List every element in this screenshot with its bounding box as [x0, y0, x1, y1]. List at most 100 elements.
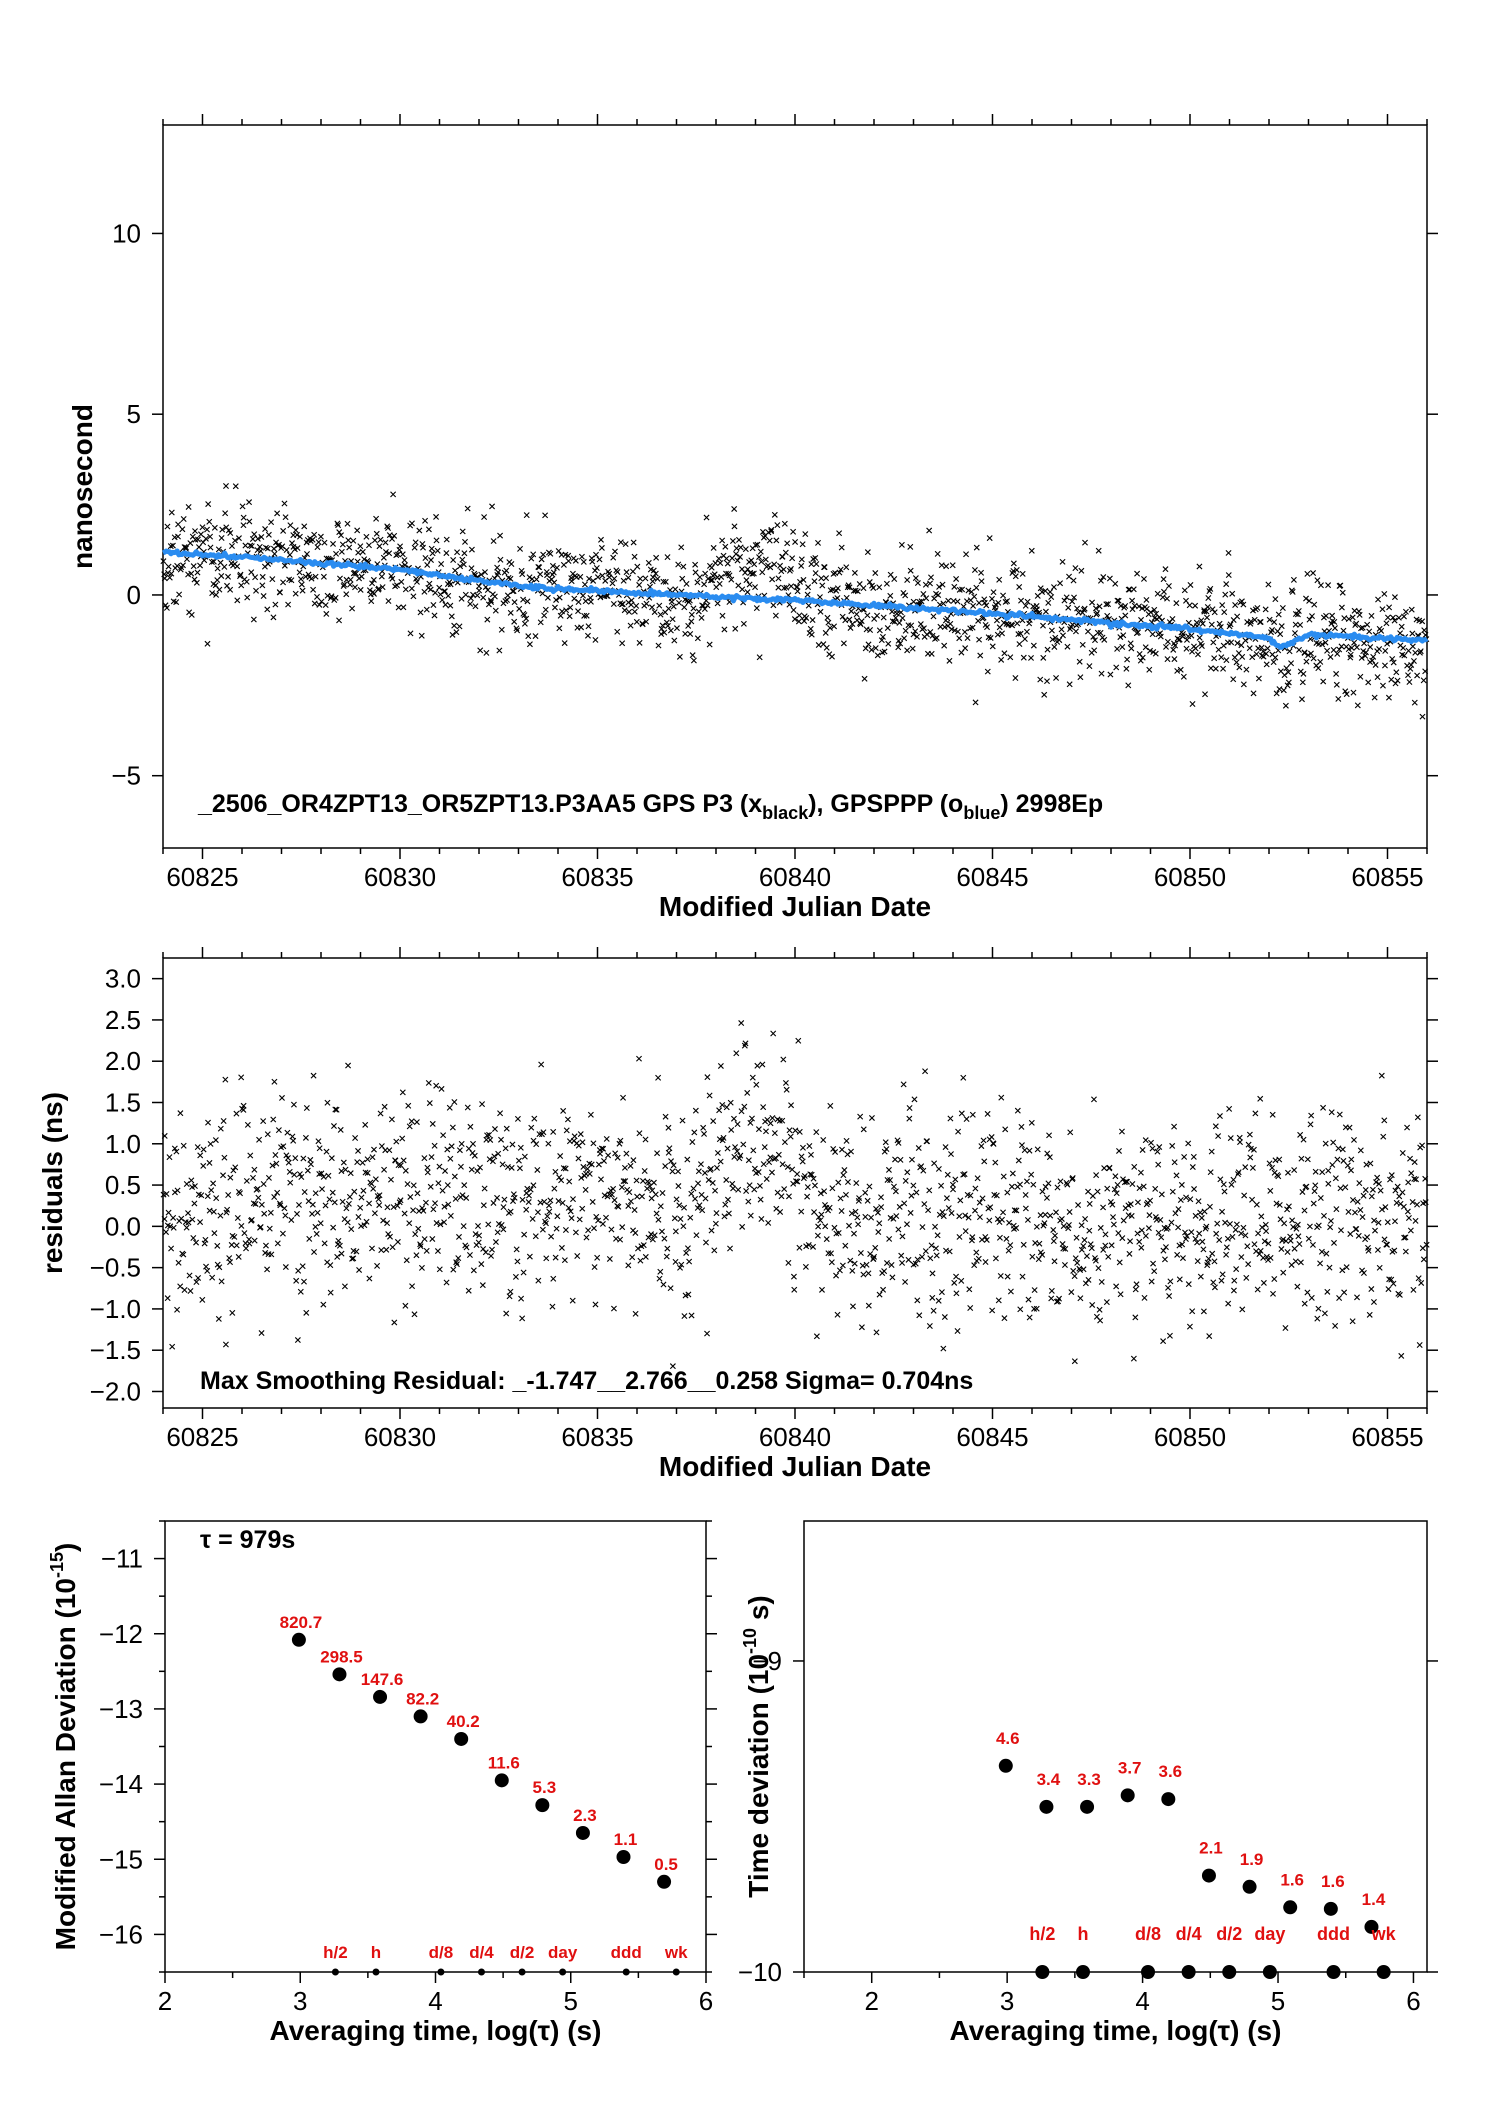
- data-point-x: [407, 630, 414, 637]
- data-point-x: [945, 597, 952, 604]
- data-point-x: [781, 1139, 788, 1146]
- data-point-x: [477, 1164, 483, 1171]
- data-point-x: [954, 628, 961, 635]
- data-point-x: [418, 632, 425, 639]
- data-point-x: [815, 642, 822, 649]
- data-point-x: [1155, 1229, 1162, 1236]
- data-point-x: [1317, 1194, 1324, 1201]
- data-point-x: [593, 1213, 600, 1220]
- data-point-x: [175, 1259, 182, 1266]
- data-point-x: [664, 1245, 671, 1252]
- data-point-x: [553, 596, 560, 603]
- data-point-x: [1366, 1311, 1373, 1318]
- data-point-x: [1350, 689, 1357, 696]
- data-point-x: [1096, 1306, 1103, 1313]
- data-point-x: [199, 524, 206, 531]
- data-point-x: [1192, 602, 1199, 609]
- data-point-x: [481, 1185, 488, 1192]
- data-point-x: [1138, 616, 1145, 623]
- data-point-x: [1040, 654, 1047, 661]
- data-point-x: [960, 1171, 967, 1178]
- data-point-x: [1242, 637, 1249, 644]
- data-point-x: [1328, 1109, 1335, 1116]
- data-point-x: [1050, 584, 1057, 591]
- data-point-x: [835, 1229, 842, 1236]
- data-point-x: [805, 1242, 812, 1248]
- data-point-x: [503, 1125, 510, 1132]
- data-point-x: [1271, 1276, 1278, 1282]
- data-point-x: [773, 537, 780, 544]
- data-point-x: [823, 644, 830, 651]
- data-point-x: [657, 1203, 664, 1210]
- data-point-x: [813, 560, 820, 567]
- data-point-x: [743, 577, 750, 584]
- interval-label: day: [548, 1943, 578, 1962]
- data-point-x: [908, 1192, 915, 1199]
- data-point-x: [810, 1175, 817, 1182]
- data-point-x: [252, 1200, 259, 1207]
- annotation-part: ) 2998Ep: [1000, 790, 1103, 818]
- data-point-x: [888, 1262, 895, 1269]
- data-point-x: [983, 602, 990, 609]
- data-point-x: [177, 1110, 184, 1117]
- data-point-x: [345, 1062, 352, 1069]
- data-point-x: [795, 618, 802, 625]
- data-point-x: [1211, 1284, 1218, 1291]
- data-point-x: [650, 574, 657, 581]
- data-point-x: [513, 625, 520, 632]
- data-point-x: [334, 520, 341, 527]
- data-point-x: [1240, 601, 1247, 608]
- data-point-x: [766, 1159, 773, 1166]
- data-point-x: [1039, 589, 1046, 595]
- data-point-x: [1089, 1192, 1096, 1199]
- data-point-x: [685, 1291, 692, 1298]
- data-point-x: [946, 1248, 953, 1255]
- y-tick-label: 10: [112, 218, 141, 248]
- data-point-x: [1417, 648, 1424, 655]
- data-point-x: [288, 1217, 295, 1224]
- data-point-x: [532, 1233, 539, 1240]
- data-point-x: [294, 531, 301, 538]
- data-point-x: [1309, 613, 1315, 620]
- data-point-x: [1223, 1244, 1230, 1251]
- data-point-x: [1284, 1169, 1291, 1176]
- data-point-x: [1291, 1167, 1298, 1174]
- data-point-x: [183, 1181, 190, 1188]
- data-point-x: [250, 1200, 257, 1207]
- data-point-x: [1247, 1154, 1254, 1161]
- data-point-x: [741, 1103, 748, 1110]
- data-point-x: [545, 1140, 552, 1147]
- data-point-x: [1234, 613, 1241, 620]
- data-point-x: [767, 564, 774, 571]
- data-point-x: [708, 1227, 715, 1234]
- data-point-x: [204, 526, 211, 533]
- data-point-x: [1357, 1147, 1364, 1154]
- data-point-x: [659, 622, 666, 629]
- data-point-x: [1187, 581, 1194, 588]
- data-point-x: [886, 1235, 893, 1242]
- data-point-x: [1219, 602, 1226, 609]
- data-point-x: [1130, 1355, 1137, 1362]
- data-point-x: [190, 1235, 197, 1242]
- data-point-x: [1279, 605, 1286, 611]
- data-point-x: [1334, 650, 1341, 657]
- data-point-x: [433, 513, 440, 520]
- data-point-x: [646, 1179, 653, 1186]
- data-point-x: [1018, 597, 1025, 604]
- data-point-x: [220, 1118, 227, 1124]
- data-point-x: [205, 501, 212, 508]
- data-point-x: [772, 612, 779, 619]
- data-point-x: [1131, 1163, 1138, 1170]
- data-point-x: [310, 586, 317, 593]
- data-point-x: [688, 1190, 695, 1197]
- data-point-x: [180, 515, 187, 522]
- data-point-x: [835, 1179, 842, 1186]
- data-point-x: [1115, 1230, 1122, 1237]
- data-point-x: [552, 1168, 559, 1175]
- data-point-x: [338, 1168, 345, 1175]
- data-point-x: [664, 554, 671, 561]
- data-point-x: [1088, 1245, 1095, 1252]
- data-point-x: [188, 611, 195, 618]
- data-point-x: [1114, 645, 1121, 652]
- data-point-x: [352, 584, 359, 591]
